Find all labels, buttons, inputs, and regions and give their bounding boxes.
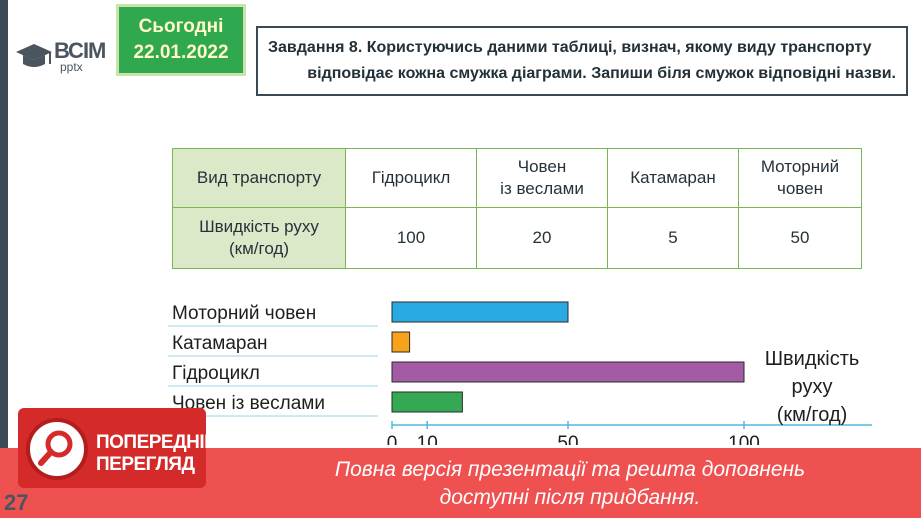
- column-name: Човен: [517, 157, 567, 176]
- logo: ВСІМ pptx: [14, 38, 106, 74]
- bar: [391, 331, 411, 353]
- column-name-2: із веслами: [500, 179, 584, 198]
- date-box: Сьогодні 22.01.2022: [116, 4, 246, 76]
- date-label: Сьогодні: [138, 16, 224, 37]
- task-line-1: Завдання 8. Користуючись даними таблиці,…: [268, 39, 872, 56]
- logo-text: ВСІМ: [54, 38, 106, 63]
- table-value-cell: 50: [738, 207, 862, 269]
- task-box: Завдання 8. Користуючись даними таблиці,…: [256, 26, 908, 96]
- magnifier-icon: [38, 430, 73, 466]
- banner-line-1: Повна версія презентації та решта доповн…: [334, 458, 806, 481]
- x-tick-label: 100: [728, 433, 760, 445]
- category-label: Човен із веслами: [172, 393, 325, 414]
- preview-label: ПОПЕРЕДНІЙ ПЕРЕГЛЯД: [96, 432, 218, 476]
- table-value-cell: 100: [345, 207, 477, 269]
- page-number: 27: [4, 490, 29, 515]
- table-value-label: Швидкість руху (км/год): [172, 207, 346, 269]
- task-line-2: відповідає кожна смужка діаграми. Запиши…: [307, 65, 896, 82]
- value-label-line-1: Швидкість руху: [199, 217, 319, 236]
- logo-subtext: pptx: [60, 60, 83, 74]
- column-name: Моторний: [760, 157, 840, 176]
- banner-line-2: доступні після придбання.: [439, 486, 701, 509]
- category-label: Гідроцикл: [172, 363, 260, 384]
- axis-label: (км/год): [777, 404, 848, 426]
- preview-circle: [26, 418, 88, 480]
- table-row: Швидкість руху (км/год) 100 20 5 50: [172, 207, 862, 269]
- axis-label: руху: [792, 376, 833, 398]
- table-cell: Катамаран: [607, 148, 739, 208]
- table-header-label: Вид транспорту: [172, 148, 346, 208]
- bar: [391, 361, 745, 383]
- column-name-2: човен: [777, 179, 823, 198]
- bar: [391, 301, 569, 323]
- left-stripe: [0, 0, 8, 518]
- graduation-cap-icon: [16, 44, 52, 67]
- axis-label: Швидкість: [765, 348, 860, 370]
- table-value-cell: 5: [607, 207, 739, 269]
- table-cell: Моторний човен: [738, 148, 862, 208]
- value-label-line-2: (км/год): [229, 239, 289, 258]
- transport-table: Вид транспорту Гідроцикл Човен із веслам…: [172, 148, 862, 269]
- column-name: Катамаран: [630, 168, 716, 187]
- category-label: Моторний човен: [172, 303, 316, 324]
- date-value: 22.01.2022: [133, 42, 229, 63]
- bar: [391, 391, 463, 413]
- x-tick-label: 0: [387, 433, 398, 445]
- table-cell: Гідроцикл: [345, 148, 477, 208]
- speed-bar-chart: Моторний човен Катамаран Гідроцикл Човен із…: [168, 301, 872, 445]
- table-value-cell: 20: [476, 207, 608, 269]
- x-tick-label: 50: [557, 433, 578, 445]
- table-row: Вид транспорту Гідроцикл Човен із веслам…: [172, 148, 862, 208]
- table-cell: Човен із веслами: [476, 148, 608, 208]
- x-tick-label: 10: [417, 433, 438, 445]
- category-label: Катамаран: [172, 333, 268, 354]
- preview-line-1: ПОПЕРЕДНІЙ: [96, 432, 218, 453]
- preview-line-2: ПЕРЕГЛЯД: [96, 454, 195, 475]
- column-name: Гідроцикл: [371, 168, 451, 187]
- purchase-banner-text: Повна версія презентації та решта доповн…: [250, 456, 890, 512]
